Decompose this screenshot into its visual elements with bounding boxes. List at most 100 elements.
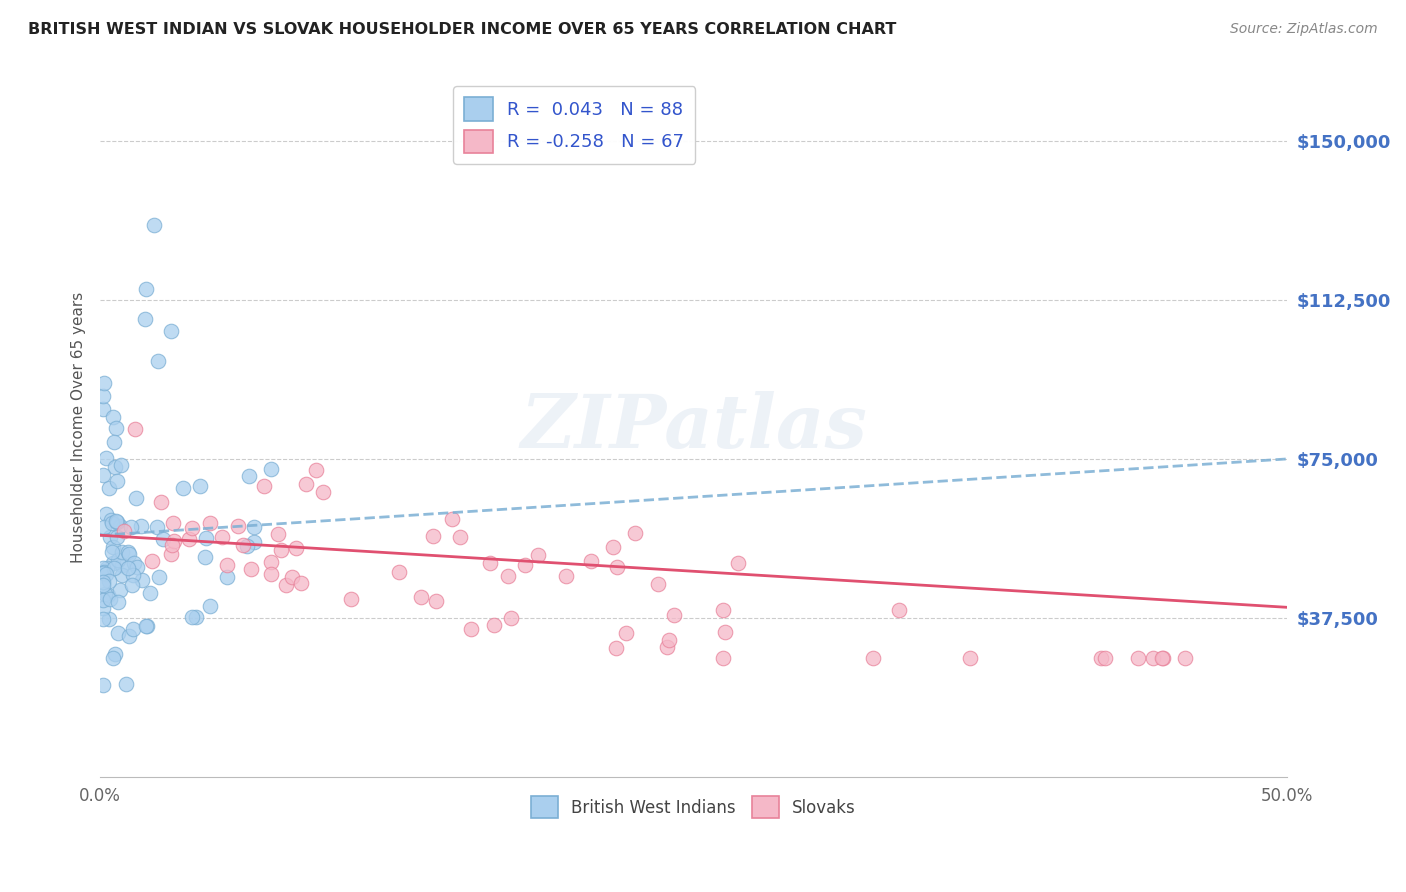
Point bbox=[887, 603, 910, 617]
Point bbox=[242, 535, 264, 549]
Point bbox=[101, 410, 124, 425]
Point bbox=[105, 515, 128, 529]
Point bbox=[180, 610, 202, 624]
Point bbox=[211, 530, 233, 544]
Point bbox=[605, 640, 627, 655]
Point bbox=[104, 647, 127, 661]
Point bbox=[1094, 651, 1116, 665]
Point bbox=[105, 475, 128, 489]
Point bbox=[105, 531, 128, 545]
Point bbox=[122, 568, 145, 582]
Point bbox=[422, 529, 444, 543]
Point bbox=[110, 519, 132, 533]
Point bbox=[276, 578, 298, 592]
Point bbox=[111, 545, 134, 559]
Point bbox=[478, 557, 501, 571]
Point bbox=[100, 530, 122, 544]
Point bbox=[97, 481, 120, 495]
Point bbox=[482, 618, 505, 632]
Point bbox=[243, 520, 266, 534]
Point bbox=[657, 640, 679, 654]
Point bbox=[112, 524, 135, 539]
Text: ZIPatlas: ZIPatlas bbox=[520, 391, 868, 464]
Point bbox=[135, 282, 157, 296]
Point bbox=[501, 611, 523, 625]
Point bbox=[108, 583, 131, 598]
Point bbox=[662, 608, 685, 623]
Point bbox=[104, 514, 127, 528]
Point bbox=[304, 463, 326, 477]
Point bbox=[1152, 651, 1174, 665]
Point bbox=[240, 561, 263, 575]
Text: BRITISH WEST INDIAN VS SLOVAK HOUSEHOLDER INCOME OVER 65 YEARS CORRELATION CHART: BRITISH WEST INDIAN VS SLOVAK HOUSEHOLDE… bbox=[28, 22, 897, 37]
Point bbox=[260, 555, 283, 569]
Point bbox=[129, 518, 152, 533]
Point bbox=[226, 519, 249, 533]
Point bbox=[232, 539, 254, 553]
Point bbox=[124, 422, 146, 436]
Point bbox=[122, 622, 145, 636]
Point bbox=[581, 554, 603, 568]
Point bbox=[107, 626, 129, 640]
Point bbox=[101, 557, 124, 571]
Point bbox=[93, 520, 115, 534]
Point bbox=[91, 578, 114, 592]
Point bbox=[94, 507, 117, 521]
Point bbox=[142, 219, 165, 233]
Point bbox=[602, 540, 624, 554]
Point bbox=[1126, 651, 1149, 665]
Point bbox=[647, 577, 669, 591]
Point bbox=[138, 585, 160, 599]
Point bbox=[121, 578, 143, 592]
Point bbox=[115, 677, 138, 691]
Point bbox=[96, 567, 118, 582]
Point bbox=[120, 520, 142, 534]
Text: Source: ZipAtlas.com: Source: ZipAtlas.com bbox=[1230, 22, 1378, 37]
Point bbox=[186, 610, 208, 624]
Point bbox=[96, 451, 118, 466]
Point bbox=[159, 547, 181, 561]
Point bbox=[152, 532, 174, 546]
Point bbox=[388, 566, 411, 580]
Point bbox=[959, 651, 981, 665]
Point bbox=[97, 588, 120, 602]
Point bbox=[98, 574, 121, 588]
Point bbox=[100, 513, 122, 527]
Point bbox=[160, 324, 183, 338]
Point bbox=[103, 560, 125, 574]
Point bbox=[449, 530, 471, 544]
Point bbox=[93, 593, 115, 607]
Point bbox=[149, 495, 172, 509]
Point bbox=[194, 549, 217, 564]
Point bbox=[163, 533, 186, 548]
Point bbox=[96, 561, 118, 575]
Point bbox=[104, 421, 127, 435]
Point bbox=[91, 612, 114, 626]
Point bbox=[103, 435, 125, 450]
Point bbox=[172, 481, 194, 495]
Point bbox=[862, 651, 884, 665]
Point bbox=[107, 553, 129, 567]
Point bbox=[215, 558, 238, 572]
Point bbox=[714, 624, 737, 639]
Legend: British West Indians, Slovaks: British West Indians, Slovaks bbox=[524, 789, 863, 824]
Point bbox=[100, 516, 122, 530]
Point bbox=[93, 565, 115, 579]
Point bbox=[496, 569, 519, 583]
Point bbox=[148, 570, 170, 584]
Point bbox=[135, 619, 157, 633]
Point bbox=[181, 521, 204, 535]
Point bbox=[127, 560, 149, 574]
Point bbox=[200, 599, 222, 613]
Point bbox=[91, 575, 114, 590]
Point bbox=[131, 574, 153, 588]
Point bbox=[146, 354, 169, 368]
Point bbox=[103, 540, 125, 554]
Point bbox=[104, 460, 127, 475]
Point bbox=[312, 485, 335, 500]
Point bbox=[1142, 651, 1164, 665]
Point bbox=[103, 650, 125, 665]
Point bbox=[91, 561, 114, 575]
Point bbox=[236, 539, 259, 553]
Point bbox=[117, 545, 139, 559]
